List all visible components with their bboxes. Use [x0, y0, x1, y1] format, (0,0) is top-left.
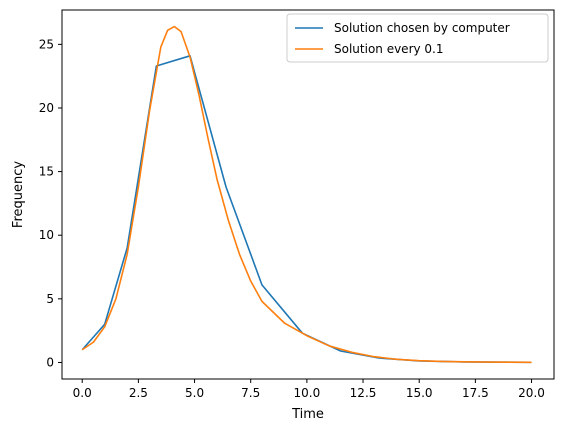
y-axis-ticks: 0 5 10 15 20 25: [39, 37, 62, 369]
y-tick-label: 25: [39, 37, 54, 51]
legend-label-solution-chosen-by-computer: Solution chosen by computer: [334, 21, 510, 35]
y-tick-label: 20: [39, 101, 54, 115]
plot-lines: [81, 25, 532, 364]
legend-label-solution-every-0-1: Solution every 0.1: [334, 42, 444, 56]
series-line-solution-every-0-1: [81, 25, 532, 364]
x-tick-label: 0.0: [73, 386, 92, 400]
x-tick-label: 5.0: [185, 386, 204, 400]
series-line-solution-chosen-by-computer: [81, 55, 532, 364]
y-tick-label: 10: [39, 228, 54, 242]
x-tick-label: 10.0: [294, 386, 321, 400]
x-tick-label: 7.5: [241, 386, 260, 400]
x-tick-label: 2.5: [129, 386, 148, 400]
plot-frame: [61, 9, 555, 380]
legend: Solution chosen by computer Solution eve…: [286, 13, 549, 63]
y-tick-label: 5: [46, 292, 54, 306]
y-axis-label: Frequency: [11, 161, 26, 228]
x-axis-label: Time: [291, 407, 324, 422]
y-tick-label: 0: [46, 355, 54, 369]
x-tick-label: 12.5: [350, 386, 377, 400]
x-axis-ticks: 0.0 2.5 5.0 7.5 10.0 12.5 15.0 17.5 20.0: [73, 379, 545, 400]
legend-box: [286, 13, 549, 63]
x-tick-label: 17.5: [462, 386, 489, 400]
x-tick-label: 20.0: [518, 386, 545, 400]
x-tick-label: 15.0: [406, 386, 433, 400]
y-tick-label: 15: [39, 165, 54, 179]
